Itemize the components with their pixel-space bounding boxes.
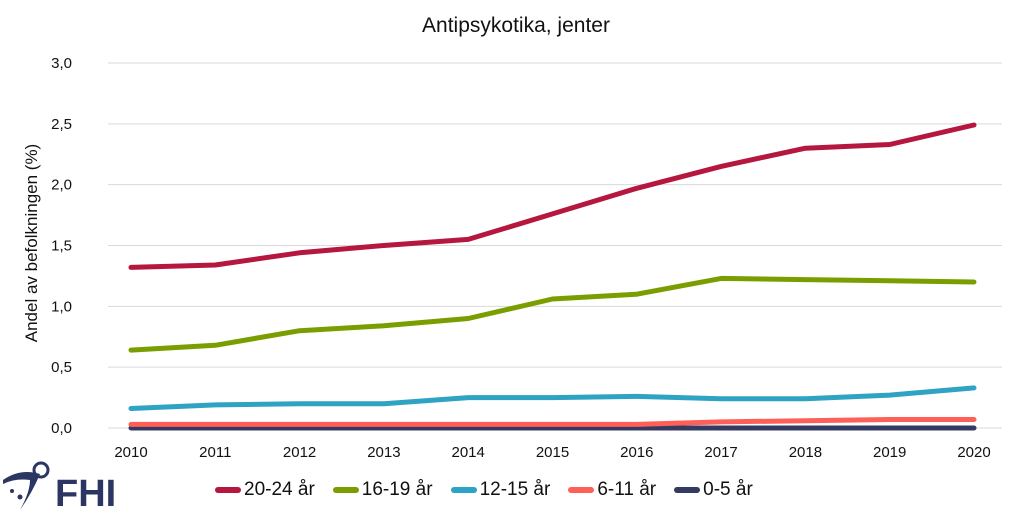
- x-tick-label: 2017: [704, 444, 737, 461]
- legend-swatch: [568, 487, 595, 493]
- x-tick-label: 2018: [789, 444, 822, 461]
- x-tick-label: 2014: [452, 444, 485, 461]
- legend-label: 0-5 år: [703, 479, 753, 500]
- y-tick-label: 2,0: [51, 177, 72, 194]
- legend-swatch: [332, 487, 359, 493]
- series-lines: [128, 122, 977, 431]
- y-tick-label: 2,5: [51, 116, 72, 133]
- y-tick-label: 1,0: [51, 298, 72, 315]
- legend: 20-24 år 16-19 år 12-15 år 6-11 år 0-5 år: [215, 479, 753, 501]
- y-tick-label: 0,0: [51, 420, 72, 437]
- fhi-logo-icon: FHI: [3, 461, 116, 515]
- x-tick-label: 2012: [283, 444, 316, 461]
- x-tick-label: 2010: [114, 444, 147, 461]
- y-axis-ticks: 0,0 0,5 1,0 1,5 2,0 2,5 3,0: [51, 55, 72, 437]
- legend-item: 6-11 år: [568, 479, 656, 501]
- y-tick-label: 3,0: [51, 55, 72, 72]
- y-tick-label: 1,5: [51, 238, 72, 255]
- x-tick-label: 2015: [536, 444, 569, 461]
- legend-item: 0-5 år: [674, 479, 753, 501]
- x-tick-label: 2016: [620, 444, 653, 461]
- fhi-logo: FHI: [0, 458, 130, 516]
- legend-label: 20-24 år: [244, 479, 315, 500]
- legend-label: 6-11 år: [597, 479, 657, 500]
- x-tick-label: 2020: [957, 444, 990, 461]
- legend-item: 12-15 år: [450, 479, 551, 501]
- x-tick-label: 2013: [367, 444, 400, 461]
- x-tick-label: 2019: [873, 444, 906, 461]
- legend-swatch: [450, 487, 477, 493]
- series-line-20-24-r: [128, 122, 977, 270]
- series-line-6-11-r: [128, 417, 977, 427]
- series-line-12-15-r: [128, 385, 977, 411]
- series-line-16-19-r: [128, 275, 977, 353]
- legend-label: 12-15 år: [479, 479, 551, 500]
- legend-item: 20-24 år: [215, 479, 315, 501]
- x-axis-ticks: 2010 2011 2012 2013 2014 2015 2016 2017 2018 2019…: [114, 444, 990, 461]
- y-tick-label: 0,5: [51, 359, 72, 376]
- legend-item: 16-19 år: [332, 479, 433, 501]
- legend-swatch: [674, 487, 701, 493]
- legend-swatch: [215, 487, 241, 493]
- chart-title: Antipsykotika, jenter: [422, 14, 610, 37]
- x-tick-label: 2011: [199, 444, 231, 461]
- gridlines: [108, 62, 1002, 429]
- legend-label: 16-19 år: [361, 479, 433, 500]
- fhi-logo-text: FHI: [55, 473, 116, 515]
